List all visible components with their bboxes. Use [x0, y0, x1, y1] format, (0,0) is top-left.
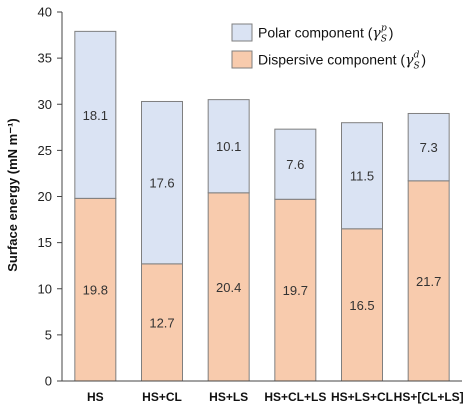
- data-label: 7.3: [420, 140, 438, 155]
- bar-segment: [141, 100, 183, 265]
- bar-segment: [341, 122, 383, 230]
- x-category-label: HS+[CL+LS]: [394, 390, 464, 404]
- data-label: 19.8: [83, 283, 108, 298]
- y-tick-label: 10: [38, 281, 52, 296]
- bar-segment: [407, 180, 450, 382]
- bar-segment: [274, 128, 317, 200]
- bar-segment: [407, 112, 450, 182]
- legend-swatch: [231, 50, 253, 69]
- bar-segment: [341, 228, 383, 382]
- data-label: 21.7: [416, 274, 441, 289]
- data-label: 16.5: [349, 298, 374, 313]
- data-label: 18.1: [83, 108, 108, 123]
- y-axis: 0 5 10 15 20 25 30 35 40: [38, 5, 63, 389]
- legend-swatch: [231, 23, 253, 42]
- data-labels: 19.8 18.1 12.7 17.6 20.4 10.1 19.7 7.6 16.5 11.5 2…: [83, 108, 442, 331]
- legend: Polar component (γSp) Dispersive componen…: [231, 23, 426, 72]
- y-axis-title: Surface energy (mN m⁻¹): [5, 118, 20, 272]
- data-label: 10.1: [216, 139, 241, 154]
- y-tick-label: 0: [45, 374, 52, 389]
- data-label: 12.7: [149, 315, 174, 330]
- y-tick-label: 40: [38, 5, 52, 20]
- bar-segment: [274, 198, 317, 382]
- data-label: 7.6: [286, 157, 304, 172]
- x-category-label: HS+CL: [142, 390, 182, 404]
- bar-segment: [207, 99, 250, 194]
- data-label: 11.5: [350, 169, 374, 184]
- x-category-label: HS: [87, 390, 104, 404]
- legend-label: Polar component (γSp): [258, 24, 393, 45]
- x-category-label: HS+LS: [209, 390, 248, 404]
- x-axis: HS HS+CL HS+LS HS+CL+LS HS+LS+CL HS+[CL+LS]: [62, 380, 464, 404]
- bar-segment: [74, 30, 117, 199]
- y-tick-label: 35: [38, 51, 52, 66]
- data-label: 17.6: [149, 176, 174, 191]
- data-label: 19.7: [283, 283, 308, 298]
- y-tick-label: 15: [38, 235, 52, 250]
- data-label: 20.4: [216, 280, 241, 295]
- x-category-label: HS+LS+CL: [331, 390, 393, 404]
- y-tick-label: 20: [38, 189, 52, 204]
- legend-label: Dispersive component (γSd): [258, 51, 426, 72]
- x-category-label: HS+CL+LS: [264, 390, 326, 404]
- bar-segment: [207, 192, 250, 382]
- y-tick-label: 25: [38, 143, 52, 158]
- bars: [74, 30, 450, 382]
- y-tick-label: 30: [38, 97, 52, 112]
- y-tick-label: 5: [45, 327, 52, 342]
